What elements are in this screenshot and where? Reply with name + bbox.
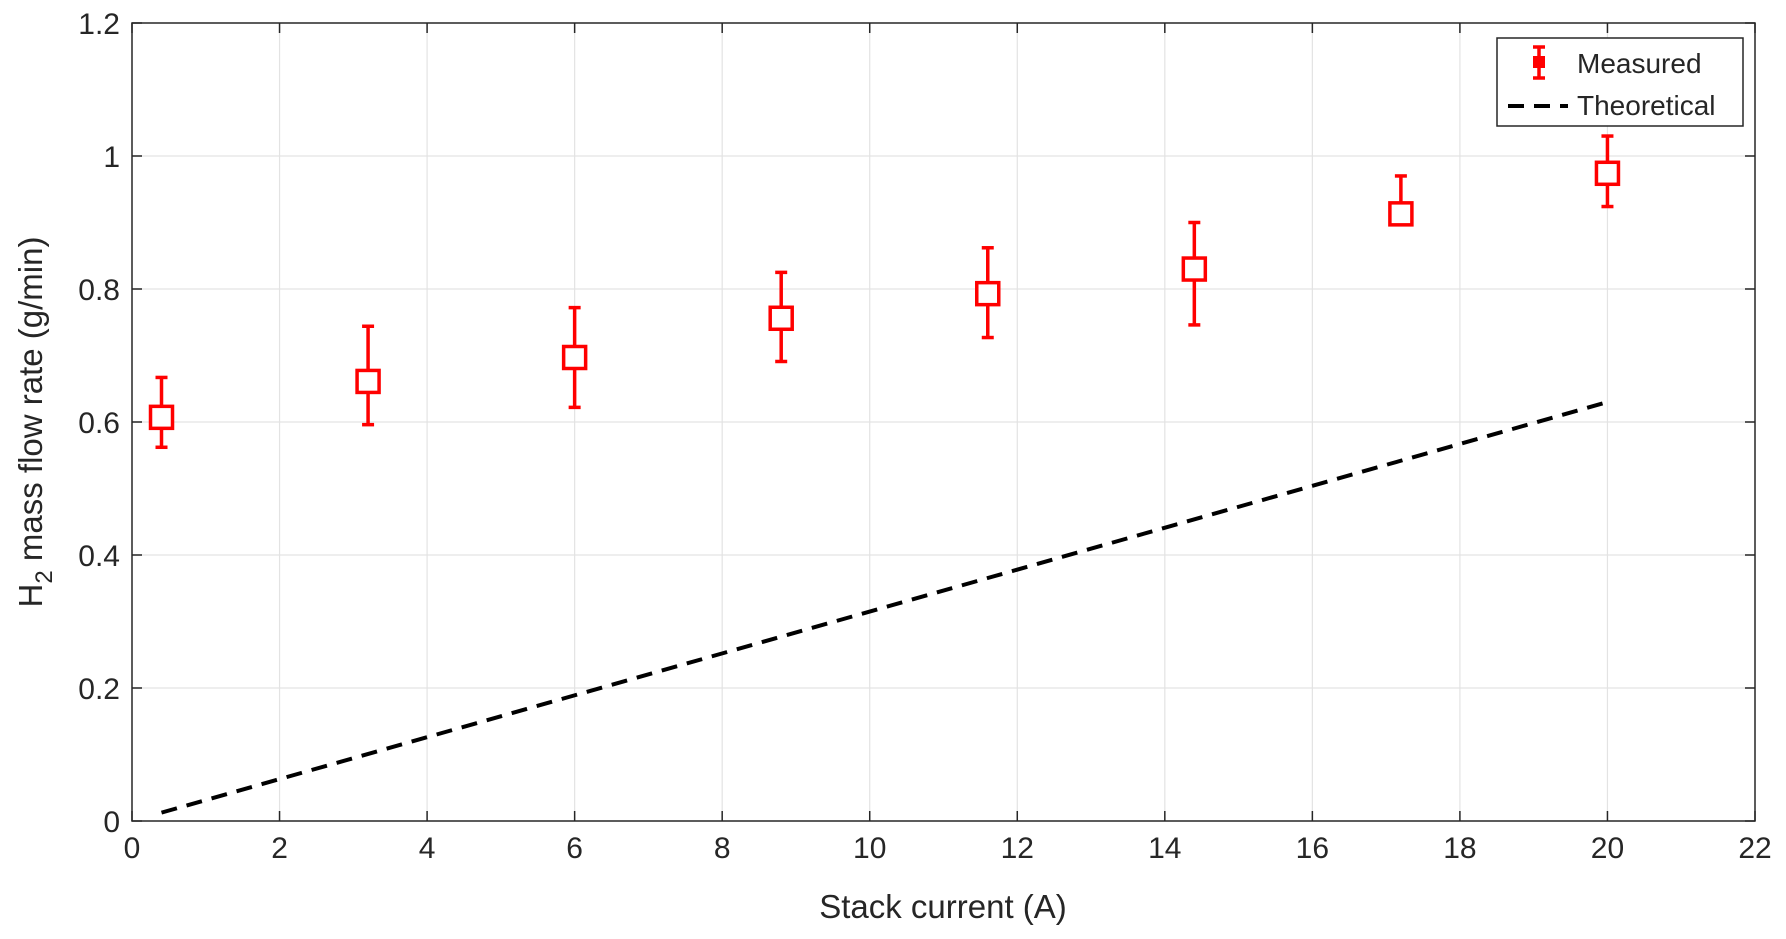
- measured-point: [355, 324, 381, 427]
- x-tick-label: 10: [853, 832, 886, 865]
- y-tick-label: 0.4: [78, 540, 120, 573]
- y-tick-label: 0.6: [78, 407, 120, 440]
- legend-marker-measured: [1533, 45, 1545, 80]
- square-marker: [975, 280, 1001, 307]
- y-tick-label: 0.2: [78, 673, 120, 706]
- measured-point: [561, 305, 588, 410]
- y-axis-title-main: H: [12, 584, 49, 608]
- x-tick-label: 0: [124, 832, 141, 865]
- square-marker: [1388, 201, 1414, 227]
- y-axis-title: H2 mass flow rate (g/min): [12, 237, 58, 608]
- square-marker: [148, 404, 175, 431]
- y-axis-title-rest: mass flow rate (g/min): [12, 237, 49, 571]
- measured-point: [768, 270, 794, 364]
- measured-point: [1594, 134, 1621, 209]
- theoretical-line: [160, 400, 1609, 815]
- legend-label-theoretical: Theoretical: [1577, 90, 1716, 121]
- square-marker: [355, 368, 381, 395]
- x-tick-label: 22: [1738, 832, 1771, 865]
- square-marker: [768, 305, 794, 332]
- x-tick-label: 14: [1148, 832, 1181, 865]
- x-tick-label: 6: [566, 832, 583, 865]
- x-tick-label: 16: [1296, 832, 1329, 865]
- measured-point: [975, 246, 1001, 340]
- measured-point: [1388, 174, 1414, 227]
- square-marker: [1594, 160, 1621, 187]
- x-axis-title: Stack current (A): [819, 888, 1067, 925]
- y-tick-labels: 0 0.2 0.4 0.6 0.8 1 1.2: [78, 8, 120, 839]
- legend-label-measured: Measured: [1577, 48, 1702, 79]
- square-marker: [561, 344, 588, 371]
- x-tick-labels: 0 2 4 6 8 10 12 14 16 18 20 22: [124, 832, 1772, 865]
- series-layer: [148, 134, 1621, 815]
- x-tick-label: 4: [419, 832, 436, 865]
- y-axis-title-subscript: 2: [31, 570, 58, 583]
- grid-lines: [131, 22, 1756, 822]
- square-marker: [1181, 256, 1208, 282]
- y-tick-label: 1: [103, 141, 120, 174]
- x-tick-label: 20: [1591, 832, 1624, 865]
- y-tick-label: 0.8: [78, 274, 120, 307]
- measured-point: [148, 375, 175, 450]
- legend: Measured Theoretical: [1496, 37, 1744, 127]
- x-tick-label: 12: [1001, 832, 1034, 865]
- measured-point: [1181, 220, 1208, 327]
- x-tick-label: 2: [271, 832, 288, 865]
- x-tick-label: 8: [714, 832, 731, 865]
- y-tick-label: 1.2: [78, 8, 120, 41]
- x-tick-label: 18: [1443, 832, 1476, 865]
- plot-frame: [131, 22, 1756, 822]
- y-tick-label: 0: [103, 806, 120, 839]
